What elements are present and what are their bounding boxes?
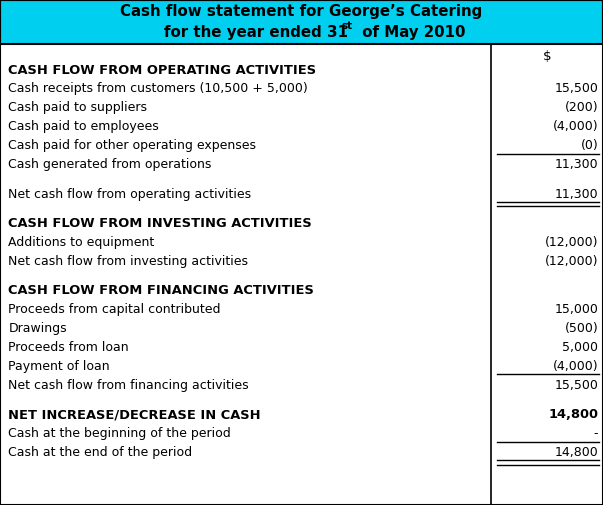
Text: 15,500: 15,500 <box>554 82 598 95</box>
Text: Net cash flow from financing activities: Net cash flow from financing activities <box>8 379 249 392</box>
Text: $: $ <box>543 50 552 63</box>
Text: Cash at the beginning of the period: Cash at the beginning of the period <box>8 427 231 440</box>
Text: (200): (200) <box>564 102 598 114</box>
Text: for the year ended 31: for the year ended 31 <box>164 25 348 40</box>
Text: 14,800: 14,800 <box>548 408 598 421</box>
Text: Cash flow statement for George’s Catering: Cash flow statement for George’s Caterin… <box>121 5 482 20</box>
Text: Net cash flow from investing activities: Net cash flow from investing activities <box>8 255 248 268</box>
Text: Cash receipts from customers (10,500 + 5,000): Cash receipts from customers (10,500 + 5… <box>8 82 308 95</box>
Text: (0): (0) <box>581 139 598 152</box>
Text: Cash paid to employees: Cash paid to employees <box>8 120 159 133</box>
Text: 14,800: 14,800 <box>554 446 598 459</box>
Text: Net cash flow from operating activities: Net cash flow from operating activities <box>8 187 251 200</box>
Text: CASH FLOW FROM OPERATING ACTIVITIES: CASH FLOW FROM OPERATING ACTIVITIES <box>8 64 317 76</box>
Text: st: st <box>341 21 352 31</box>
Text: (4,000): (4,000) <box>552 120 598 133</box>
Text: 15,000: 15,000 <box>554 303 598 316</box>
Text: of May 2010: of May 2010 <box>357 25 466 40</box>
Text: 15,500: 15,500 <box>554 379 598 392</box>
Text: Payment of loan: Payment of loan <box>8 360 110 373</box>
Text: NET INCREASE/DECREASE IN CASH: NET INCREASE/DECREASE IN CASH <box>8 408 261 421</box>
Text: -: - <box>594 427 598 440</box>
Text: Cash generated from operations: Cash generated from operations <box>8 158 212 171</box>
Text: (500): (500) <box>564 322 598 335</box>
FancyBboxPatch shape <box>0 0 603 44</box>
Text: (4,000): (4,000) <box>552 360 598 373</box>
Text: 11,300: 11,300 <box>555 187 598 200</box>
Text: (12,000): (12,000) <box>545 255 598 268</box>
Text: Drawings: Drawings <box>8 322 67 335</box>
Text: CASH FLOW FROM FINANCING ACTIVITIES: CASH FLOW FROM FINANCING ACTIVITIES <box>8 284 314 297</box>
Text: 5,000: 5,000 <box>562 341 598 354</box>
Text: (12,000): (12,000) <box>545 236 598 249</box>
Text: Proceeds from loan: Proceeds from loan <box>8 341 129 354</box>
Text: Proceeds from capital contributed: Proceeds from capital contributed <box>8 303 221 316</box>
Text: 11,300: 11,300 <box>555 158 598 171</box>
Text: CASH FLOW FROM INVESTING ACTIVITIES: CASH FLOW FROM INVESTING ACTIVITIES <box>8 217 312 230</box>
Text: Cash paid for other operating expenses: Cash paid for other operating expenses <box>8 139 256 152</box>
Text: Cash at the end of the period: Cash at the end of the period <box>8 446 192 459</box>
Text: Cash paid to suppliers: Cash paid to suppliers <box>8 102 148 114</box>
Text: Additions to equipment: Additions to equipment <box>8 236 155 249</box>
